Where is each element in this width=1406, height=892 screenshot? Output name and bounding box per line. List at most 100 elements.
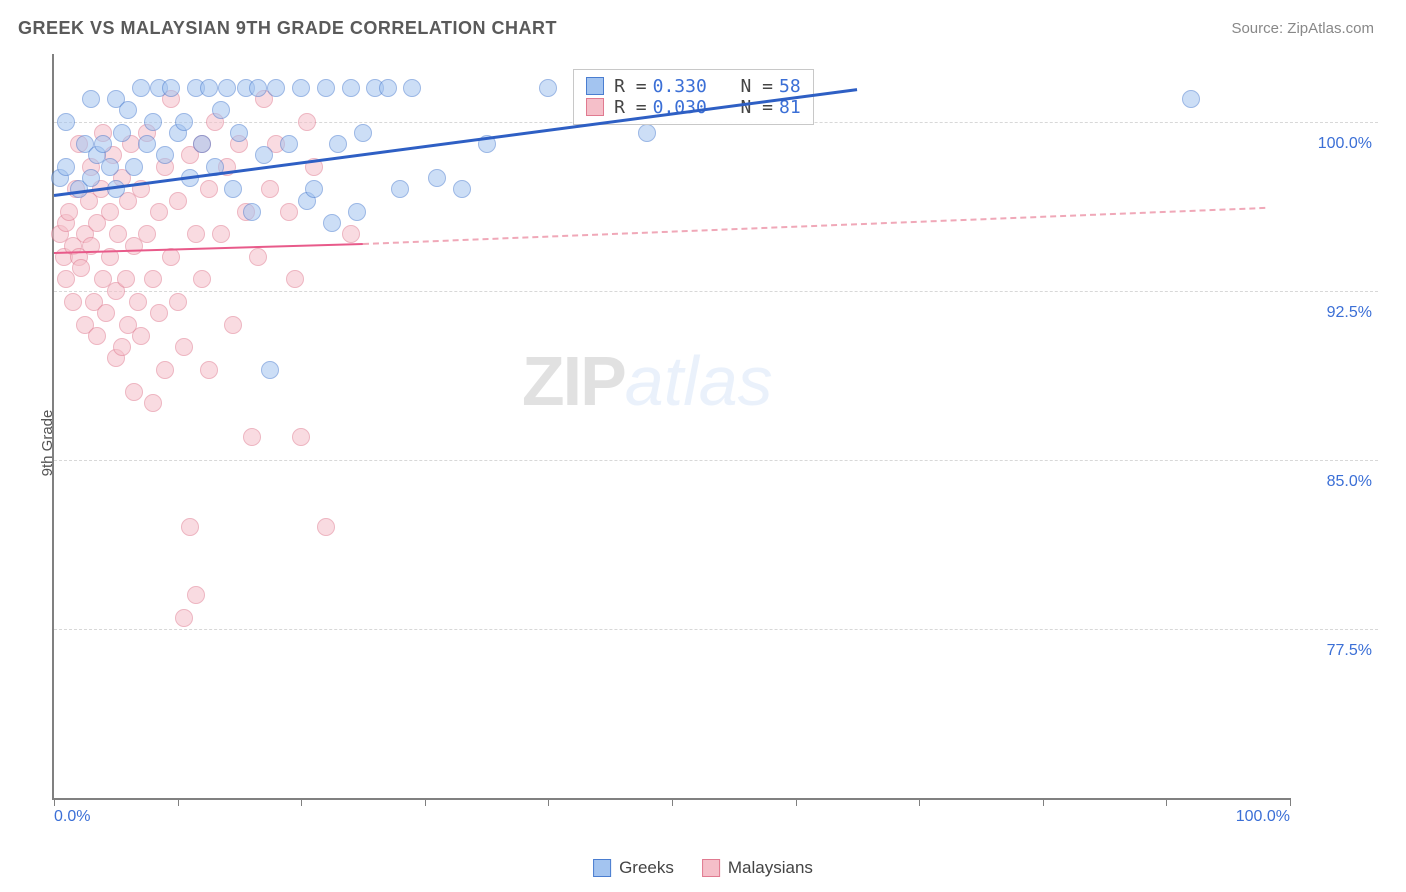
data-point-greeks — [323, 214, 341, 232]
x-tick — [301, 798, 302, 806]
data-point-malaysians — [169, 192, 187, 210]
data-point-malaysians — [144, 394, 162, 412]
data-point-malaysians — [132, 327, 150, 345]
data-point-malaysians — [117, 270, 135, 288]
data-point-malaysians — [129, 293, 147, 311]
data-point-greeks — [125, 158, 143, 176]
legend-swatch — [586, 77, 604, 95]
y-tick-label: 77.5% — [1327, 642, 1372, 660]
x-tick — [425, 798, 426, 806]
data-point-greeks — [1182, 90, 1200, 108]
data-point-malaysians — [200, 361, 218, 379]
data-point-greeks — [113, 124, 131, 142]
data-point-greeks — [305, 180, 323, 198]
data-point-greeks — [329, 135, 347, 153]
data-point-malaysians — [286, 270, 304, 288]
data-point-malaysians — [60, 203, 78, 221]
data-point-malaysians — [193, 270, 211, 288]
legend-swatch-greeks — [593, 859, 611, 877]
data-point-greeks — [224, 180, 242, 198]
data-point-greeks — [379, 79, 397, 97]
source-label: Source: ZipAtlas.com — [1231, 20, 1374, 37]
data-point-greeks — [94, 135, 112, 153]
watermark: ZIPatlas — [522, 341, 773, 421]
data-point-greeks — [292, 79, 310, 97]
data-point-greeks — [119, 101, 137, 119]
y-tick-label: 85.0% — [1327, 473, 1372, 491]
data-point-greeks — [132, 79, 150, 97]
data-point-greeks — [280, 135, 298, 153]
data-point-malaysians — [261, 180, 279, 198]
data-point-malaysians — [243, 428, 261, 446]
chart-title: GREEK VS MALAYSIAN 9TH GRADE CORRELATION… — [18, 18, 557, 39]
data-point-greeks — [453, 180, 471, 198]
legend-item-malaysians: Malaysians — [702, 858, 813, 878]
gridline — [54, 460, 1378, 461]
data-point-greeks — [101, 158, 119, 176]
data-point-malaysians — [175, 609, 193, 627]
data-point-malaysians — [280, 203, 298, 221]
data-point-greeks — [539, 79, 557, 97]
plot-area: ZIPatlas 100.0%92.5%85.0%77.5%0.0%100.0%… — [52, 54, 1290, 800]
data-point-malaysians — [187, 586, 205, 604]
x-tick — [1290, 798, 1291, 806]
data-point-greeks — [255, 146, 273, 164]
x-tick — [54, 798, 55, 806]
bottom-legend: Greeks Malaysians — [593, 858, 813, 878]
data-point-malaysians — [224, 316, 242, 334]
data-point-greeks — [212, 101, 230, 119]
x-tick — [672, 798, 673, 806]
gridline — [54, 291, 1378, 292]
x-tick — [796, 798, 797, 806]
data-point-greeks — [348, 203, 366, 221]
data-point-greeks — [162, 79, 180, 97]
data-point-greeks — [243, 203, 261, 221]
data-point-greeks — [428, 169, 446, 187]
data-point-greeks — [82, 90, 100, 108]
data-point-greeks — [193, 135, 211, 153]
data-point-malaysians — [298, 113, 316, 131]
x-tick — [1043, 798, 1044, 806]
data-point-malaysians — [125, 383, 143, 401]
gridline — [54, 629, 1378, 630]
data-point-greeks — [261, 361, 279, 379]
data-point-malaysians — [342, 225, 360, 243]
data-point-malaysians — [150, 304, 168, 322]
data-point-malaysians — [212, 225, 230, 243]
data-point-greeks — [230, 124, 248, 142]
chart-container: 9th Grade ZIPatlas 100.0%92.5%85.0%77.5%… — [52, 54, 1378, 832]
data-point-malaysians — [200, 180, 218, 198]
data-point-malaysians — [113, 338, 131, 356]
x-tick — [548, 798, 549, 806]
data-point-malaysians — [64, 293, 82, 311]
data-point-malaysians — [181, 518, 199, 536]
data-point-greeks — [354, 124, 372, 142]
y-tick-label: 92.5% — [1327, 304, 1372, 322]
legend-item-greeks: Greeks — [593, 858, 674, 878]
data-point-greeks — [638, 124, 656, 142]
x-tick — [178, 798, 179, 806]
data-point-malaysians — [292, 428, 310, 446]
data-point-malaysians — [249, 248, 267, 266]
legend-swatch-malaysians — [702, 859, 720, 877]
data-point-malaysians — [187, 225, 205, 243]
data-point-greeks — [267, 79, 285, 97]
data-point-greeks — [144, 113, 162, 131]
data-point-malaysians — [97, 304, 115, 322]
data-point-greeks — [249, 79, 267, 97]
data-point-greeks — [175, 113, 193, 131]
data-point-greeks — [138, 135, 156, 153]
data-point-malaysians — [156, 361, 174, 379]
data-point-greeks — [218, 79, 236, 97]
x-tick-label: 0.0% — [54, 808, 90, 826]
trendline — [363, 207, 1265, 245]
data-point-malaysians — [169, 293, 187, 311]
data-point-malaysians — [317, 518, 335, 536]
data-point-greeks — [342, 79, 360, 97]
correlation-legend: R =0.330 N =58R =0.030 N =81 — [573, 69, 814, 125]
data-point-greeks — [57, 113, 75, 131]
data-point-greeks — [317, 79, 335, 97]
legend-row-greeks: R =0.330 N =58 — [586, 76, 801, 97]
legend-swatch — [586, 98, 604, 116]
chart-header: GREEK VS MALAYSIAN 9TH GRADE CORRELATION… — [0, 0, 1406, 51]
